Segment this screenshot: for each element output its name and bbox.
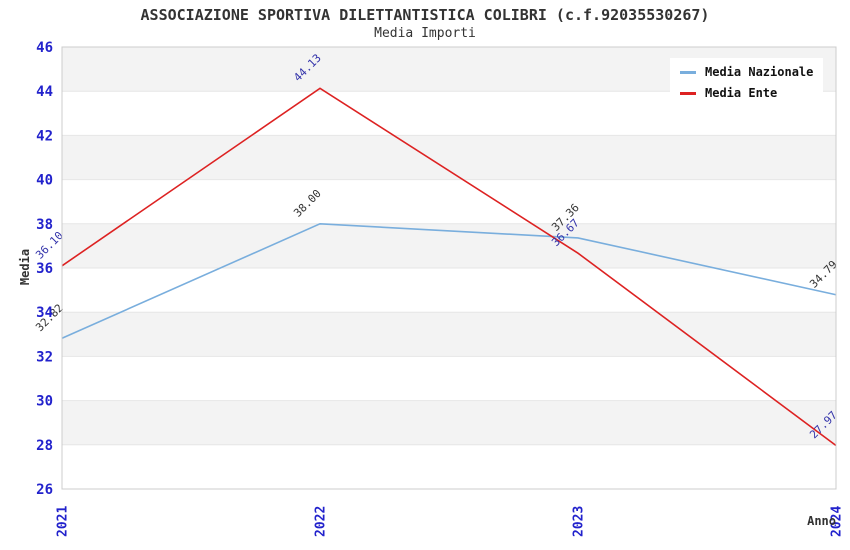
y-axis-title: Media (18, 248, 32, 286)
series-line-media-nazionale (61, 222, 837, 340)
legend-swatch-nazionale-icon (680, 70, 696, 74)
legend-label-nazionale: Media Nazionale (705, 65, 814, 79)
x-tick-label: 2022 (314, 506, 329, 537)
series-line-media-ente (61, 87, 837, 447)
y-tick-label: 34 (36, 305, 53, 321)
legend-swatch-ente-icon (680, 91, 696, 95)
x-tick-label: 2021 (56, 506, 71, 537)
plot-band (62, 400, 836, 445)
plot-band (62, 135, 836, 180)
data-label: 38.00 (291, 187, 324, 220)
y-tick-label: 28 (36, 438, 53, 454)
y-tick-label: 40 (36, 173, 53, 189)
x-axis-title: Anno (807, 514, 836, 528)
legend-item-media-ente: Media Ente (680, 86, 813, 100)
x-tick-label: 2023 (572, 506, 587, 537)
data-label: 36.10 (33, 229, 66, 262)
x-tick-label: 2024 (830, 506, 845, 537)
plot-border (61, 46, 837, 490)
y-tick-label: 46 (36, 40, 53, 56)
y-tick-label: 26 (36, 482, 53, 498)
legend: Media Nazionale Media Ente (670, 58, 824, 107)
chart-title: ASSOCIAZIONE SPORTIVA DILETTANTISTICA CO… (140, 6, 710, 24)
y-tick-label: 44 (36, 84, 53, 100)
chart-subtitle: Media Importi (374, 26, 476, 41)
y-tick-label: 30 (36, 394, 53, 410)
legend-item-media-nazionale: Media Nazionale (680, 65, 813, 79)
plot-band (62, 312, 836, 357)
legend-label-ente: Media Ente (705, 86, 778, 100)
y-tick-label: 38 (36, 217, 53, 233)
y-tick-label: 32 (36, 349, 53, 365)
y-tick-label: 42 (36, 128, 53, 144)
y-tick-label: 36 (36, 261, 53, 277)
